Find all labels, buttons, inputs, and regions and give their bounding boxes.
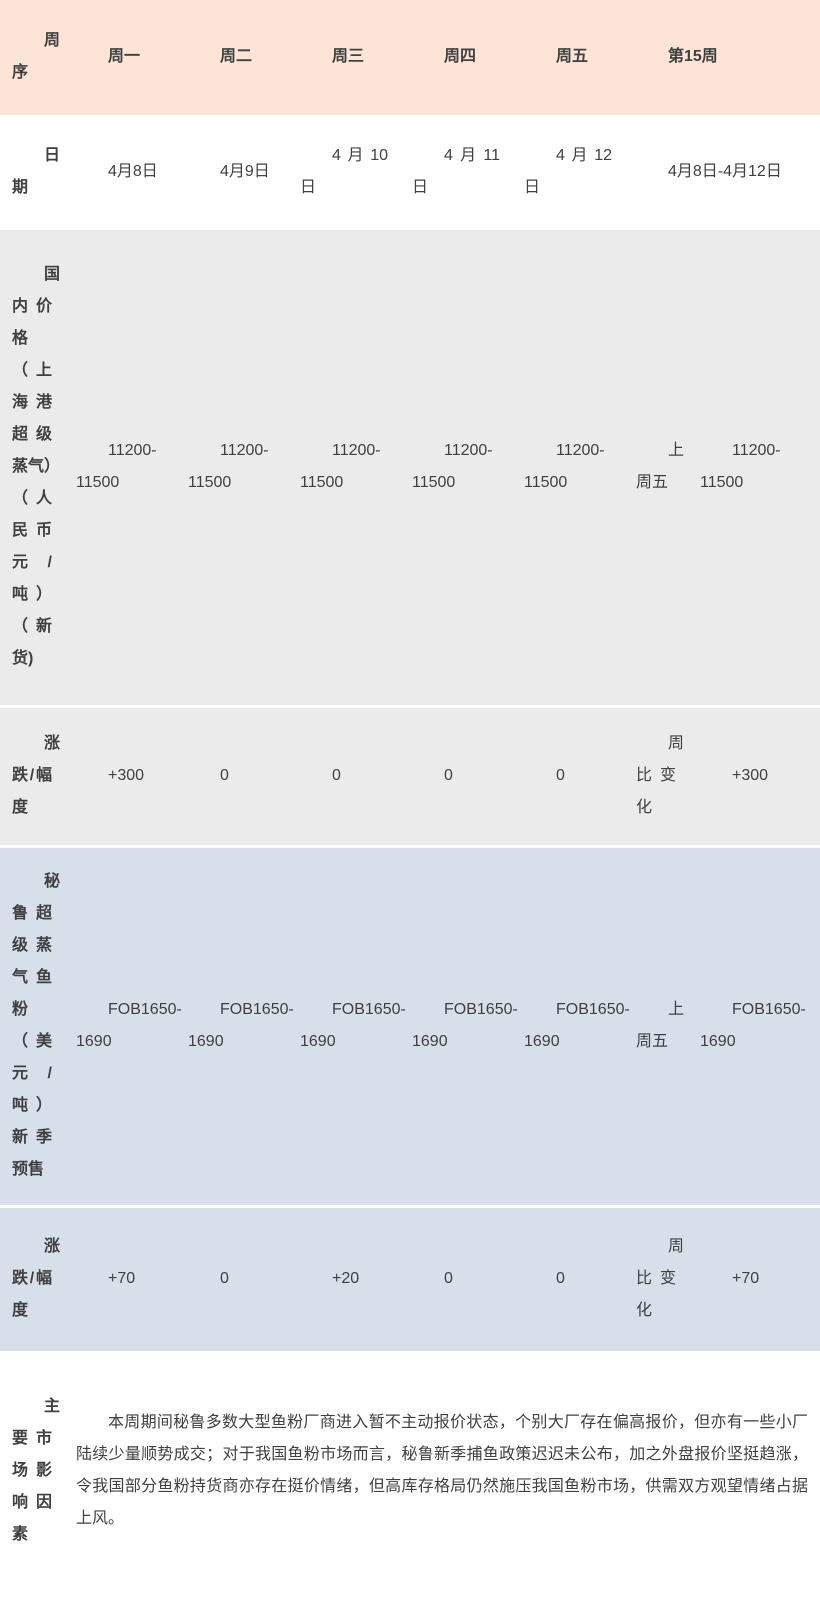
market-factors-text: 本周期间秘鲁多数大型鱼粉厂商进入暂不主动报价状态，个别大厂存在偏高报价，但亦有一… — [64, 1352, 820, 1592]
peru-change-label: 涨跌/幅度 — [0, 1206, 64, 1354]
peru-price-tuesday: FOB1650-1690 — [176, 846, 294, 1208]
domestic-price-monday: 11200-11500 — [64, 228, 176, 708]
header-monday: 周一 — [64, 0, 176, 118]
date-wednesday: 4月10日 — [288, 116, 400, 230]
domestic-change-tuesday: 0 — [176, 706, 288, 848]
peru-change-thursday: 0 — [400, 1206, 512, 1354]
date-tuesday: 4月9日 — [176, 116, 288, 230]
header-wednesday: 周三 — [288, 0, 400, 118]
domestic-change-wednesday: 0 — [288, 706, 400, 848]
domestic-change-thursday: 0 — [400, 706, 512, 848]
header-friday: 周五 — [512, 0, 624, 118]
peru-price-monday: FOB1650-1690 — [64, 846, 182, 1208]
peru-change-row: 涨跌/幅度 +70 0 +20 0 0 周比变化 +70 — [0, 1206, 820, 1354]
peru-change-wednesday: +20 — [288, 1206, 400, 1354]
peru-change-monday: +70 — [64, 1206, 176, 1354]
date-row-label: 日期 — [0, 116, 64, 230]
domestic-price-week-value: 11200-11500 — [688, 228, 820, 708]
domestic-price-week-ref-label: 上周五 — [624, 228, 688, 708]
domestic-price-thursday: 11200-11500 — [400, 228, 512, 708]
domestic-price-wednesday: 11200-11500 — [288, 228, 400, 708]
date-monday: 4月8日 — [64, 116, 176, 230]
peru-change-week-ref-label: 周比变化 — [624, 1206, 688, 1354]
domestic-change-label: 涨跌/幅度 — [0, 706, 64, 848]
header-thursday: 周四 — [400, 0, 512, 118]
peru-price-friday: FOB1650-1690 — [512, 846, 630, 1208]
domestic-change-friday: 0 — [512, 706, 624, 848]
domestic-price-label: 国内价格（上海港超级蒸气）（人民币元/吨）（新货) — [0, 228, 64, 708]
peru-change-friday: 0 — [512, 1206, 624, 1354]
domestic-price-tuesday: 11200-11500 — [176, 228, 288, 708]
date-thursday: 4月11日 — [400, 116, 512, 230]
date-week-range: 4月8日-4月12日 — [624, 116, 820, 230]
domestic-price-row: 国内价格（上海港超级蒸气）（人民币元/吨）（新货) 11200-11500 11… — [0, 228, 820, 708]
domestic-change-monday: +300 — [64, 706, 176, 848]
peru-price-week-ref-label: 上周五 — [624, 846, 688, 1208]
header-week15: 第15周 — [624, 0, 820, 118]
domestic-change-row: 涨跌/幅度 +300 0 0 0 0 周比变化 +300 — [0, 706, 820, 848]
domestic-change-week-ref-label: 周比变化 — [624, 706, 688, 848]
header-week-order: 周序 — [0, 0, 64, 118]
header-tuesday: 周二 — [176, 0, 288, 118]
date-row: 日期 4月8日 4月9日 4月10日 4月11日 4月12日 4月8日-4月12… — [0, 116, 820, 230]
peru-change-tuesday: 0 — [176, 1206, 288, 1354]
market-factors-label: 主要市场影响因素 — [0, 1352, 64, 1592]
peru-price-thursday: FOB1650-1690 — [400, 846, 518, 1208]
peru-change-week-value: +70 — [688, 1206, 820, 1354]
header-row: 周序 周一 周二 周三 周四 周五 第15周 — [0, 0, 820, 118]
peru-price-label: 秘鲁超级蒸气鱼粉（美元/吨）新季预售 — [0, 846, 64, 1208]
peru-price-row: 秘鲁超级蒸气鱼粉（美元/吨）新季预售 FOB1650-1690 FOB1650-… — [0, 846, 820, 1208]
domestic-price-friday: 11200-11500 — [512, 228, 624, 708]
peru-price-week-value: FOB1650-1690 — [688, 846, 820, 1208]
domestic-change-week-value: +300 — [688, 706, 820, 848]
market-factors-row: 主要市场影响因素 本周期间秘鲁多数大型鱼粉厂商进入暂不主动报价状态，个别大厂存在… — [0, 1352, 820, 1592]
peru-price-wednesday: FOB1650-1690 — [288, 846, 406, 1208]
date-friday: 4月12日 — [512, 116, 624, 230]
